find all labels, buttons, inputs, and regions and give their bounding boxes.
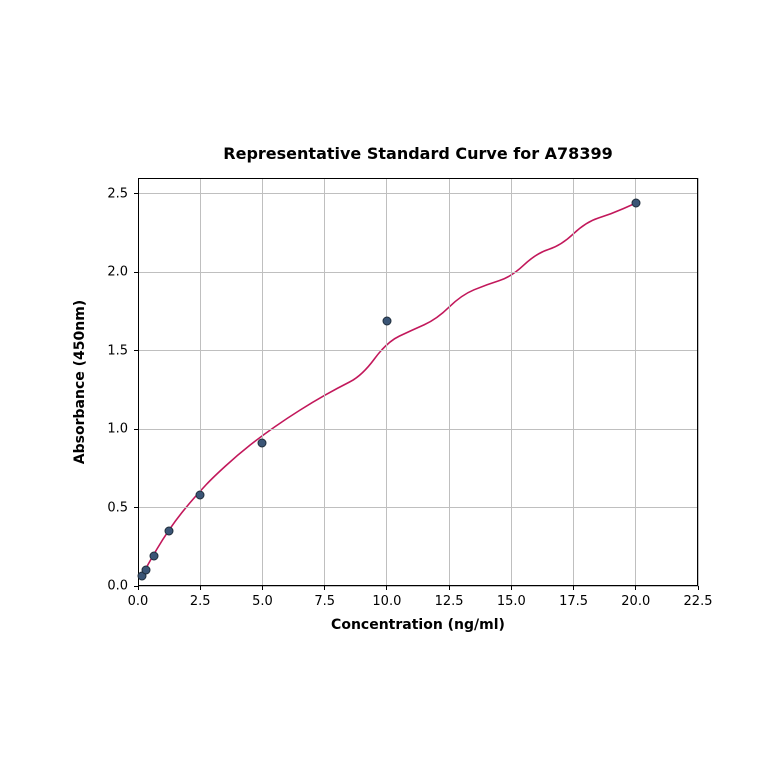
grid-line-horizontal — [138, 193, 698, 194]
axis-spine — [138, 178, 139, 586]
y-tick — [134, 586, 138, 587]
x-tick — [138, 586, 139, 590]
grid-line-vertical — [511, 178, 512, 586]
x-tick-label: 20.0 — [621, 594, 650, 609]
x-tick — [200, 586, 201, 590]
grid-line-vertical — [200, 178, 201, 586]
y-tick — [134, 350, 138, 351]
y-axis-label: Absorbance (450nm) — [72, 300, 88, 464]
x-tick — [635, 586, 636, 590]
x-tick-label: 0.0 — [128, 594, 149, 609]
y-tick — [134, 507, 138, 508]
data-point — [165, 527, 174, 536]
x-tick — [262, 586, 263, 590]
x-tick-label: 22.5 — [684, 594, 713, 609]
grid-line-vertical — [635, 178, 636, 586]
y-tick-label: 2.5 — [107, 186, 128, 201]
axis-spine — [138, 585, 698, 586]
data-point — [149, 552, 158, 561]
grid-line-vertical — [262, 178, 263, 586]
data-point — [196, 490, 205, 499]
x-tick — [324, 586, 325, 590]
grid-line-vertical — [386, 178, 387, 586]
x-tick — [511, 586, 512, 590]
x-tick-label: 12.5 — [435, 594, 464, 609]
x-tick — [386, 586, 387, 590]
axis-spine — [697, 178, 698, 586]
y-tick-label: 2.0 — [107, 265, 128, 280]
y-tick-label: 1.0 — [107, 422, 128, 437]
grid-line-horizontal — [138, 429, 698, 430]
grid-line-horizontal — [138, 350, 698, 351]
y-tick — [134, 193, 138, 194]
data-point — [141, 566, 150, 575]
fit-curve-path — [142, 203, 636, 576]
x-tick-label: 2.5 — [190, 594, 211, 609]
grid-line-vertical — [324, 178, 325, 586]
data-point — [258, 439, 267, 448]
x-tick — [573, 586, 574, 590]
y-tick — [134, 272, 138, 273]
x-axis-label: Concentration (ng/ml) — [331, 617, 505, 633]
x-tick-label: 17.5 — [559, 594, 588, 609]
y-tick-label: 0.0 — [107, 579, 128, 594]
y-tick-label: 0.5 — [107, 500, 128, 515]
chart-title: Representative Standard Curve for A78399 — [223, 144, 612, 163]
fit-curve — [138, 178, 698, 586]
grid-line-horizontal — [138, 507, 698, 508]
data-point — [631, 199, 640, 208]
x-tick-label: 15.0 — [497, 594, 526, 609]
x-tick — [449, 586, 450, 590]
y-tick — [134, 429, 138, 430]
x-tick-label: 7.5 — [314, 594, 335, 609]
y-tick-label: 1.5 — [107, 343, 128, 358]
data-point — [382, 316, 391, 325]
axis-spine — [138, 178, 698, 179]
plot-area — [138, 178, 698, 586]
x-tick — [698, 586, 699, 590]
x-tick-label: 5.0 — [252, 594, 273, 609]
grid-line-vertical — [573, 178, 574, 586]
grid-line-vertical — [449, 178, 450, 586]
grid-line-horizontal — [138, 272, 698, 273]
x-tick-label: 10.0 — [372, 594, 401, 609]
chart-canvas: Representative Standard Curve for A78399… — [0, 0, 764, 764]
